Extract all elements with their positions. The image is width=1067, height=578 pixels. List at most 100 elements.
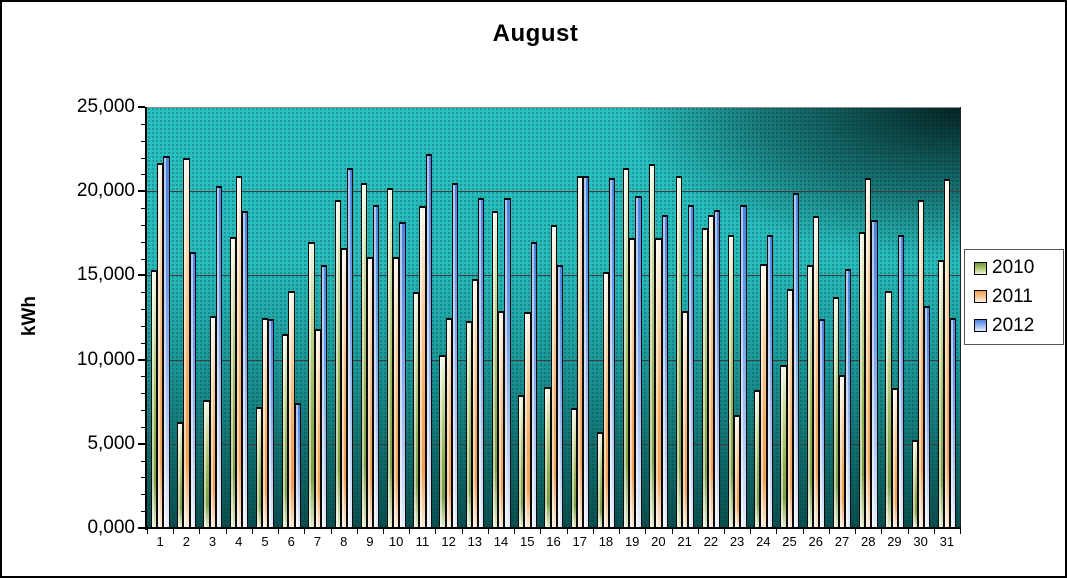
bar-2012-day-26 (819, 319, 826, 528)
y-major-tick (138, 106, 145, 108)
y-minor-tick (141, 241, 145, 243)
legend-label-2010: 2010 (992, 257, 1035, 279)
y-major-tick (138, 190, 145, 193)
x-tick (933, 529, 935, 534)
bar-2012-day-30 (923, 305, 931, 528)
bar-2012-day-7 (320, 265, 327, 528)
y-minor-tick (141, 292, 145, 294)
bar-2012-day-6 (294, 403, 301, 528)
y-minor-tick (141, 140, 145, 142)
y-minor-tick (141, 174, 145, 176)
bar-2012-day-23 (740, 204, 747, 528)
y-minor-tick (141, 208, 145, 210)
x-tick-label: 1 (156, 534, 164, 549)
x-tick (802, 529, 804, 534)
bar-2012-day-12 (451, 182, 459, 528)
bar-2012-day-9 (373, 204, 380, 528)
bar-2012-day-22 (714, 209, 721, 528)
bar-2012-day-14 (504, 197, 511, 528)
x-tick (199, 529, 201, 534)
bar-2012-day-21 (687, 204, 695, 528)
gridline (147, 191, 960, 193)
x-tick-label: 20 (651, 534, 666, 549)
x-tick (173, 529, 175, 534)
x-tick-label: 27 (834, 534, 850, 549)
x-tick (960, 529, 961, 534)
x-tick (409, 529, 411, 534)
x-tick-label: 14 (493, 534, 509, 549)
x-tick (881, 529, 883, 534)
x-tick-label: 30 (913, 534, 928, 549)
bar-2012-day-27 (845, 268, 852, 528)
x-tick (750, 529, 752, 534)
bar-2012-day-25 (792, 192, 799, 528)
x-tick-label: 28 (860, 534, 876, 549)
x-tick-label: 13 (467, 534, 483, 549)
x-tick-label: 24 (756, 534, 771, 549)
legend-swatch-2010 (974, 261, 987, 275)
x-tick (461, 529, 463, 534)
x-tick-label: 3 (208, 534, 217, 549)
x-tick-label: 22 (703, 534, 719, 549)
x-tick-label: 29 (887, 534, 902, 549)
x-tick (855, 529, 857, 534)
legend-item-2010: 2010 (974, 257, 1063, 279)
y-axis-line (145, 107, 147, 530)
x-tick-label: 16 (546, 534, 561, 549)
x-tick (356, 529, 358, 534)
bar-2012-day-29 (897, 234, 904, 528)
y-minor-tick (141, 309, 145, 311)
x-tick (487, 529, 489, 534)
y-axis-title: kWh (19, 295, 40, 337)
x-tick-label: 5 (261, 534, 269, 549)
x-tick-label: 21 (677, 534, 692, 549)
x-tick-label: 2 (182, 534, 190, 549)
x-tick (330, 529, 332, 534)
x-tick (907, 529, 909, 534)
x-tick (776, 529, 778, 534)
y-minor-tick (141, 426, 145, 428)
legend-item-2012: 2012 (974, 315, 1063, 337)
bar-2012-day-8 (346, 167, 354, 528)
x-tick (645, 529, 647, 534)
legend-swatch-2011 (974, 290, 987, 304)
y-minor-tick (141, 393, 145, 395)
x-tick-label: 26 (808, 534, 823, 549)
y-minor-tick (141, 460, 145, 462)
legend-label-2012: 2012 (992, 314, 1035, 336)
x-tick (828, 529, 830, 534)
x-tick (251, 529, 253, 534)
x-tick-label: 7 (313, 534, 322, 549)
x-tick (435, 529, 437, 534)
bar-2012-day-2 (189, 251, 196, 528)
bar-2012-day-18 (609, 177, 616, 528)
y-tick-label: 0,000 (87, 517, 135, 538)
y-minor-tick (141, 494, 145, 496)
bar-2012-day-5 (268, 319, 275, 528)
x-tick-label: 6 (287, 534, 295, 549)
bar-2012-day-4 (242, 211, 249, 528)
x-tick-label: 23 (729, 534, 745, 549)
bar-2012-day-3 (215, 186, 223, 528)
bar-2012-day-11 (425, 154, 432, 528)
y-minor-tick (141, 123, 145, 125)
x-tick (723, 529, 725, 534)
bar-2012-day-16 (556, 265, 563, 528)
bar-2012-day-28 (871, 219, 878, 528)
y-tick-label: 25,000 (76, 96, 135, 117)
y-tick-label: 10,000 (76, 348, 135, 370)
y-major-tick (138, 442, 145, 445)
x-tick-label: 19 (624, 534, 640, 549)
bar-2012-day-19 (635, 196, 642, 528)
legend-swatch-2012 (974, 319, 987, 333)
x-tick-label: 8 (340, 534, 348, 549)
x-tick (278, 529, 280, 534)
bar-2012-day-20 (661, 214, 668, 528)
x-tick (671, 529, 673, 534)
x-tick-label: 18 (598, 534, 614, 549)
y-minor-tick (141, 342, 145, 344)
x-tick (619, 529, 621, 534)
x-axis-line (145, 527, 961, 529)
bar-2012-day-13 (478, 197, 485, 528)
